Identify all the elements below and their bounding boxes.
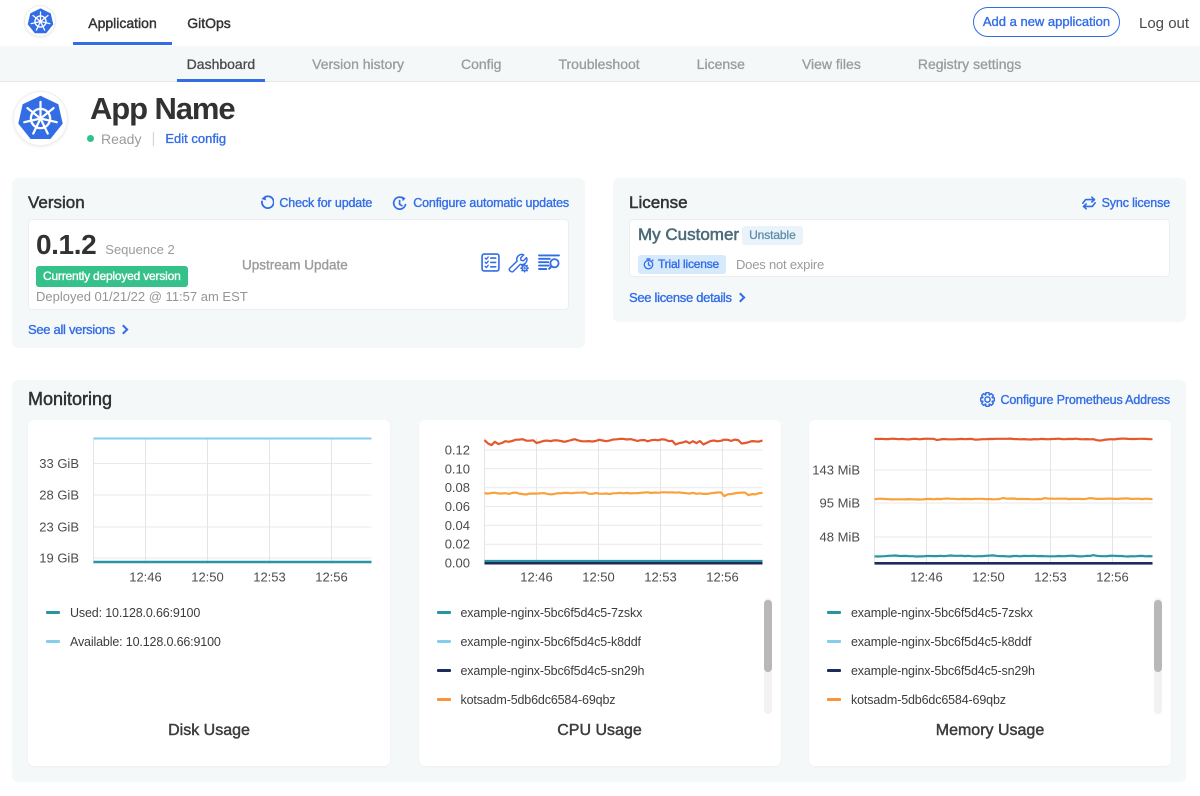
svg-text:12:53: 12:53 <box>1034 570 1067 585</box>
svg-text:23 GiB: 23 GiB <box>39 520 79 535</box>
svg-text:12:56: 12:56 <box>1096 570 1129 585</box>
svg-text:0.10: 0.10 <box>444 461 469 476</box>
svg-text:12:50: 12:50 <box>582 570 615 585</box>
svg-text:0.00: 0.00 <box>444 556 469 571</box>
svg-text:19 GiB: 19 GiB <box>39 551 79 566</box>
svg-text:0.08: 0.08 <box>444 480 469 495</box>
svg-text:0.02: 0.02 <box>444 537 469 552</box>
svg-text:12:56: 12:56 <box>706 570 739 585</box>
svg-text:33 GiB: 33 GiB <box>39 456 79 471</box>
svg-text:48 MiB: 48 MiB <box>820 530 860 545</box>
svg-text:0.12: 0.12 <box>444 443 469 458</box>
svg-text:0.04: 0.04 <box>444 518 469 533</box>
svg-text:12:46: 12:46 <box>520 570 553 585</box>
svg-text:0.06: 0.06 <box>444 499 469 514</box>
svg-text:12:46: 12:46 <box>129 570 162 585</box>
svg-text:12:50: 12:50 <box>972 570 1005 585</box>
svg-text:12:56: 12:56 <box>315 570 348 585</box>
svg-text:95 MiB: 95 MiB <box>820 496 860 511</box>
svg-text:12:53: 12:53 <box>644 570 677 585</box>
svg-text:28 GiB: 28 GiB <box>39 488 79 503</box>
svg-text:12:50: 12:50 <box>191 570 224 585</box>
svg-text:12:53: 12:53 <box>253 570 286 585</box>
svg-text:143 MiB: 143 MiB <box>812 463 860 478</box>
svg-text:12:46: 12:46 <box>910 570 943 585</box>
